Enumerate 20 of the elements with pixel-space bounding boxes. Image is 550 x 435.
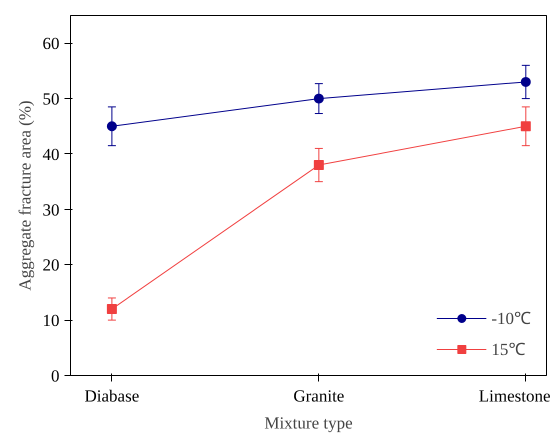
y-tick-label: 50 xyxy=(42,90,60,109)
y-axis-title: Aggregate fracture area (%) xyxy=(16,100,34,291)
legend-label: 15℃ xyxy=(491,339,526,360)
point xyxy=(520,76,531,87)
y-tick-label: 10 xyxy=(42,311,60,330)
point xyxy=(314,94,324,104)
point xyxy=(314,160,324,170)
y-tick-label: 40 xyxy=(42,144,60,164)
x-tick-label: Granite xyxy=(293,386,344,406)
x-axis-title: Mixture type xyxy=(264,414,353,432)
x-tick-label: Limestone xyxy=(478,386,550,406)
y-tick-label: 30 xyxy=(42,200,60,220)
x-tick-label: Diabase xyxy=(84,386,140,406)
point xyxy=(106,304,117,314)
legend-label: -10℃ xyxy=(491,308,531,329)
y-tick-label: 20 xyxy=(42,256,60,275)
point xyxy=(106,121,117,132)
point xyxy=(520,121,531,132)
y-tick-label: 60 xyxy=(42,34,60,54)
y-tick-label: 0 xyxy=(51,366,60,386)
